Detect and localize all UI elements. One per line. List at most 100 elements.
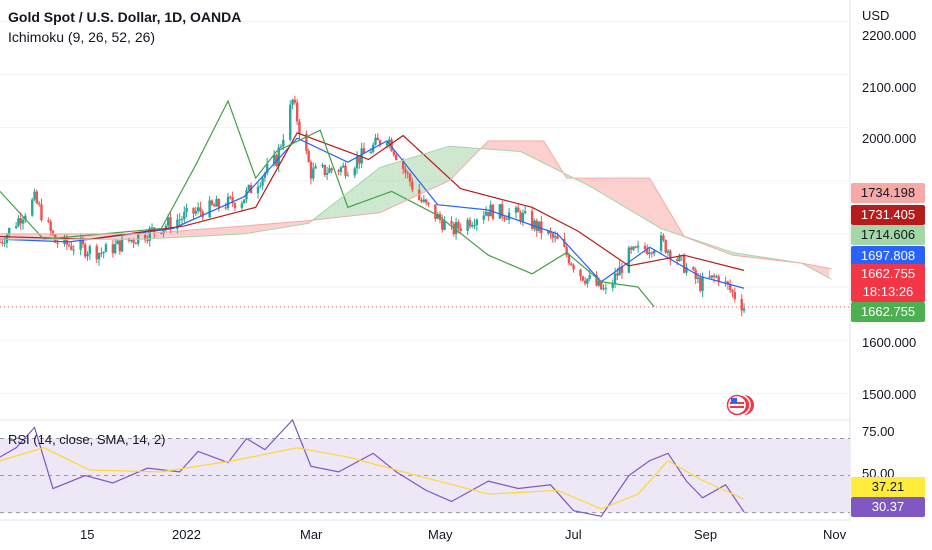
- ichimoku-cloud-segment: [267, 223, 272, 231]
- ichimoku-cloud-segment: [345, 190, 351, 217]
- candle-body: [261, 177, 264, 186]
- ichimoku-cloud-segment: [257, 224, 263, 232]
- kijun-price-tag: 1731.405: [851, 205, 925, 225]
- candle-body: [8, 228, 11, 235]
- ichimoku-cloud-segment: [483, 140, 489, 150]
- candle-body: [632, 246, 635, 250]
- candle-body: [699, 277, 702, 291]
- candle-body: [427, 202, 430, 205]
- chikou-price-value: 1662.755: [860, 304, 916, 319]
- candle-body: [33, 191, 36, 200]
- candle-body: [70, 245, 73, 250]
- candle-body: [307, 150, 310, 163]
- candle-body: [436, 214, 439, 219]
- candle-body: [602, 288, 605, 290]
- currency-label[interactable]: USD: [862, 8, 890, 23]
- candle-body: [56, 242, 59, 244]
- candle-body: [646, 249, 649, 255]
- candle-body: [420, 199, 423, 202]
- candle-body: [162, 228, 165, 234]
- candle-body: [1, 242, 4, 244]
- candle-body: [339, 167, 343, 172]
- price-tick-2100: 2100.000: [862, 80, 917, 95]
- ichimoku-legend[interactable]: Ichimoku (9, 26, 52, 26): [8, 29, 156, 45]
- candle-body: [514, 207, 518, 213]
- ichimoku-cloud-segment: [350, 187, 355, 217]
- ichimoku-cloud-segment: [414, 155, 420, 197]
- candle-body: [97, 252, 101, 260]
- candle-body: [507, 212, 511, 220]
- candle-body: [388, 139, 391, 143]
- ichimoku-cloud-segment: [497, 140, 503, 151]
- us-flag-event-icon[interactable]: [726, 393, 754, 417]
- price-tick-2000: 2000.000: [862, 131, 917, 146]
- ichimoku-cloud-segment: [437, 148, 443, 187]
- candle-body: [229, 196, 232, 198]
- candle-body: [408, 173, 412, 182]
- candle-body: [648, 252, 651, 255]
- candle-body: [484, 211, 488, 216]
- chikou-price-tag: 1662.755: [851, 302, 925, 322]
- candle-body: [572, 265, 575, 270]
- candle-body: [325, 172, 329, 175]
- candle-body: [353, 168, 356, 176]
- candle-body: [176, 219, 179, 229]
- ichimoku-cloud-segment: [672, 217, 678, 235]
- ichimoku-cloud-segment: [175, 230, 180, 238]
- candle-body: [406, 172, 409, 174]
- candle-body: [166, 217, 170, 226]
- price-tick-2200: 2200.000: [862, 28, 917, 43]
- ichimoku-cloud-segment: [377, 166, 383, 213]
- candle-body: [355, 157, 359, 169]
- ichimoku-cloud-segment: [419, 154, 424, 195]
- ichimoku-cloud-segment: [815, 265, 821, 274]
- ichimoku-cloud-segment: [515, 140, 521, 152]
- time-tick-nov: Nov: [823, 527, 847, 542]
- candle-body: [662, 235, 665, 241]
- candle-body: [330, 168, 333, 171]
- candle-body: [81, 240, 85, 245]
- ichimoku-cloud-segment: [290, 221, 295, 227]
- ichimoku-cloud-segment: [202, 228, 208, 237]
- candle-body: [298, 121, 301, 134]
- ichimoku-cloud-segment: [27, 233, 33, 240]
- ichimoku-cloud-segment: [456, 146, 461, 174]
- candle-body: [217, 199, 221, 208]
- ichimoku-cloud-segment: [165, 231, 171, 238]
- candle-body: [650, 252, 654, 254]
- candle-body: [79, 240, 82, 250]
- senkou-b-price-tag: 1734.198: [851, 183, 925, 203]
- ichimoku-cloud-segment: [649, 178, 655, 225]
- candle-body: [392, 151, 396, 155]
- candle-body: [376, 137, 379, 141]
- candle-body: [717, 276, 720, 283]
- candle-body: [597, 280, 601, 286]
- candle-body: [498, 204, 502, 219]
- rsi-legend[interactable]: RSI (14, close, SMA, 14, 2): [8, 432, 166, 447]
- candle-body: [537, 221, 541, 231]
- candle-body: [183, 212, 186, 220]
- ichimoku-cloud-segment: [451, 146, 457, 179]
- ichimoku-cloud-segment: [511, 140, 516, 152]
- ichimoku-cloud-segment: [603, 178, 609, 198]
- candle-body: [312, 168, 315, 179]
- candle-body: [88, 246, 92, 254]
- ichimoku-cloud-segment: [32, 233, 37, 240]
- ichimoku-cloud-segment: [492, 140, 498, 150]
- candle-body: [549, 231, 552, 234]
- candle-body: [503, 216, 506, 219]
- candle-body: [395, 154, 398, 160]
- ichimoku-cloud-segment: [391, 162, 397, 208]
- senkou-b-price-value: 1734.198: [860, 185, 916, 200]
- rsi-series-rsi-based-ma: [0, 447, 745, 510]
- candle-body: [362, 148, 366, 154]
- ichimoku-cloud-segment: [640, 178, 645, 220]
- candle-body: [199, 207, 202, 212]
- candle-body: [192, 207, 195, 214]
- candle-body: [201, 211, 204, 218]
- series-tenkan: [0, 137, 745, 289]
- candle-body: [344, 165, 347, 176]
- candle-body: [67, 244, 71, 246]
- candle-body: [434, 204, 437, 219]
